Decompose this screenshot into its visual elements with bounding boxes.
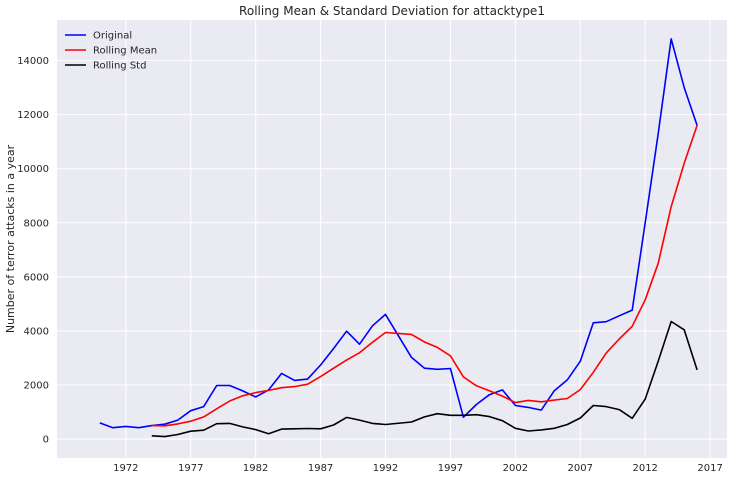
series-line-rolling-mean [151, 125, 698, 427]
legend-label-rolling-std: Rolling Std [93, 61, 146, 72]
x-tick-label: 2007 [568, 463, 593, 474]
x-tick-label: 2017 [697, 463, 722, 474]
series-line-rolling-std [151, 320, 698, 438]
y-axis-label: Number of terror attacks in a year [4, 144, 17, 333]
x-tick-label: 2012 [632, 463, 657, 474]
legend: Original Rolling Mean Rolling Std [65, 31, 157, 72]
plot-background [57, 20, 727, 458]
x-tick-label: 2002 [503, 463, 528, 474]
y-tick-label: 2000 [24, 381, 49, 392]
x-tick-label: 1977 [178, 463, 203, 474]
x-tick-label: 1982 [243, 463, 268, 474]
y-tick-label: 6000 [24, 272, 49, 283]
grid-lines [57, 20, 727, 458]
y-tick-label: 10000 [17, 164, 49, 175]
x-tick-label: 1987 [308, 463, 333, 474]
axis-tick-labels: 1972 1977 1982 1987 1992 1997 2002 2007 2012 2017… [17, 56, 723, 474]
chart-title: Rolling Mean & Standard Deviation for at… [239, 4, 545, 18]
y-tick-label: 0 [43, 435, 49, 446]
y-tick-label: 4000 [24, 326, 49, 337]
legend-label-original: Original [93, 31, 132, 42]
series-line-original [99, 38, 698, 429]
x-tick-label: 1972 [113, 463, 138, 474]
x-tick-label: 1997 [438, 463, 463, 474]
x-tick-label: 1992 [373, 463, 398, 474]
y-tick-label: 12000 [17, 110, 49, 121]
legend-label-rolling-mean: Rolling Mean [93, 46, 157, 57]
y-tick-label: 8000 [24, 218, 49, 229]
y-tick-label: 14000 [17, 56, 49, 67]
series-layer [99, 38, 698, 438]
